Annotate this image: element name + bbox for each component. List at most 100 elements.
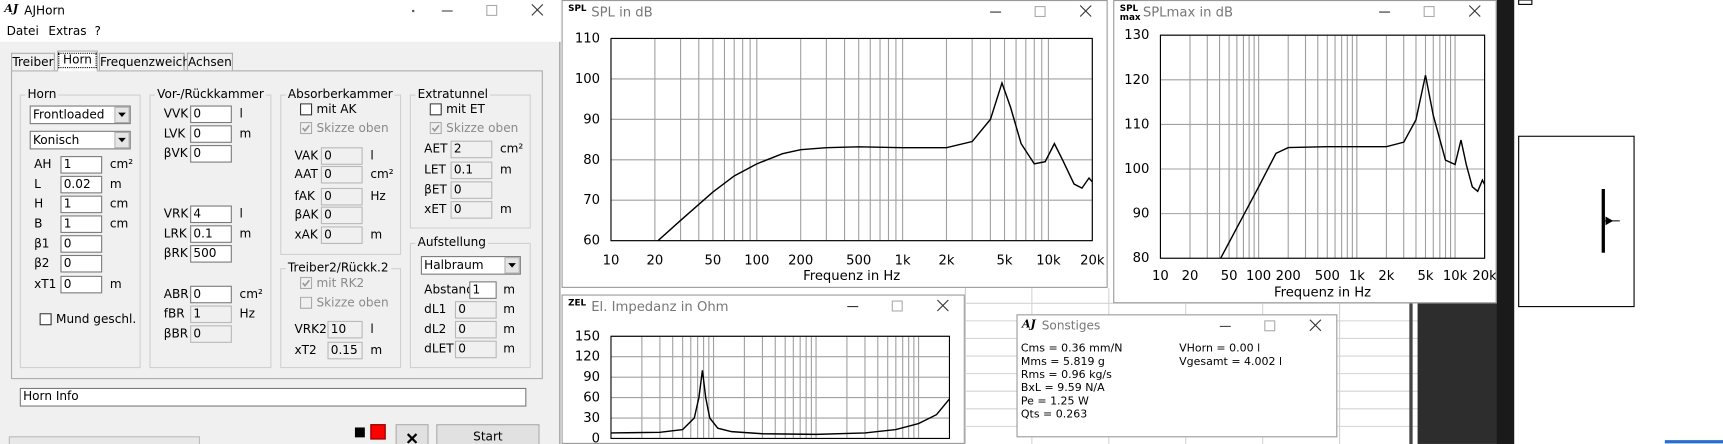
unit-label: m xyxy=(239,226,252,241)
input-field[interactable]: 1 xyxy=(469,281,497,299)
y-tick-label: 60 xyxy=(583,391,600,406)
start-button[interactable]: Start xyxy=(436,424,540,444)
tab[interactable]: Treiber xyxy=(10,52,55,71)
y-tick-label: 90 xyxy=(583,370,600,385)
group-title: Absorberkammer xyxy=(285,87,395,102)
tab[interactable]: Frequenzweiche xyxy=(98,52,198,71)
unit-label: m xyxy=(109,276,122,292)
field-label: xET xyxy=(424,202,447,217)
dropdown[interactable]: Halbraum xyxy=(420,256,521,275)
checkbox-label: Skizze oben xyxy=(316,120,389,136)
checkbox xyxy=(299,121,313,135)
window-controls[interactable] xyxy=(966,1,1109,23)
y-tick-label: 80 xyxy=(583,153,600,168)
field-label: LRK xyxy=(163,226,187,241)
curve xyxy=(657,80,1093,241)
input-field[interactable]: 1 xyxy=(60,156,103,174)
x-tick-label: 100 xyxy=(1246,269,1271,284)
x-tick-label: 2k xyxy=(1378,269,1394,284)
checkbox xyxy=(429,121,442,135)
menu-item[interactable]: Datei xyxy=(6,24,39,39)
input-field[interactable]: 4 xyxy=(190,205,232,224)
unit-label: cm² xyxy=(239,286,263,302)
x-tick-label: 200 xyxy=(1276,269,1301,284)
window-controls[interactable] xyxy=(418,0,561,22)
y-tick-label: 150 xyxy=(575,329,600,344)
x-tick-label: 20k xyxy=(1472,269,1495,284)
horn-sketch xyxy=(1518,0,1723,444)
y-tick-label: 90 xyxy=(1133,207,1150,222)
y-tick-label: 90 xyxy=(583,112,600,127)
curve xyxy=(1220,75,1485,259)
input-field[interactable]: 0.1 xyxy=(190,225,232,243)
x-tick-label: 500 xyxy=(846,253,871,268)
title-bar xyxy=(0,0,561,22)
chart: 0 30 60 90 120 150 xyxy=(575,329,950,443)
info-box: Horn Info xyxy=(19,387,527,407)
field-label: β2 xyxy=(34,256,50,271)
input-field: 0 xyxy=(320,147,363,165)
input-field[interactable]: 1 xyxy=(60,195,103,214)
checkbox-label: mit RK2 xyxy=(316,275,365,291)
input-field: 0 xyxy=(454,301,497,319)
checkbox[interactable] xyxy=(299,103,313,116)
input-field[interactable]: 0 xyxy=(60,235,103,253)
input-field[interactable]: 0 xyxy=(190,285,232,304)
y-tick-label: 100 xyxy=(575,72,600,87)
group-title: Treiber2/Rückk.2 xyxy=(285,261,391,275)
window-title: El. Impedanz in Ohm xyxy=(591,298,729,315)
window-controls[interactable] xyxy=(1355,1,1498,23)
cancel-button[interactable] xyxy=(395,424,429,444)
maximize-button xyxy=(486,4,498,16)
input-field: 0 xyxy=(320,165,363,184)
close-button xyxy=(1468,5,1481,17)
input-field: 0 xyxy=(450,201,493,219)
checkbox[interactable] xyxy=(429,103,443,116)
dropdown[interactable]: Frontloaded xyxy=(29,105,131,125)
field-label: H xyxy=(34,196,44,211)
unit-label: cm² xyxy=(499,141,524,157)
input-field[interactable]: 0 xyxy=(190,105,232,124)
x-tick-label: 1k xyxy=(1349,269,1365,284)
dropdown[interactable]: Konisch xyxy=(29,130,131,150)
title-dot xyxy=(412,9,415,13)
menu-item[interactable]: ? xyxy=(94,24,101,39)
y-tick-label: 120 xyxy=(1124,73,1149,88)
window-controls[interactable] xyxy=(1196,315,1339,337)
unit-label: m xyxy=(109,176,122,192)
field-label: xT1 xyxy=(34,276,57,292)
y-tick-label: 60 xyxy=(583,234,600,249)
info-line: Mms = 5.819 g xyxy=(1020,356,1105,369)
checkbox[interactable] xyxy=(39,313,53,326)
maximize-button xyxy=(1034,6,1046,18)
menu-item[interactable]: Extras xyxy=(48,24,87,39)
checkbox-label: Mund geschl. xyxy=(56,312,137,327)
unit-label: m xyxy=(370,342,383,358)
info-line: Rms = 0.96 kg/s xyxy=(1020,369,1112,382)
group-box xyxy=(19,94,141,369)
input-field[interactable]: 500 xyxy=(190,245,232,263)
dark-strip xyxy=(1496,0,1515,444)
window-controls[interactable] xyxy=(823,296,966,318)
window-title: SPL in dB xyxy=(591,4,653,20)
tab-label: Frequenzweiche xyxy=(99,54,198,70)
input-field[interactable]: 1 xyxy=(60,215,103,233)
color-swatch-black xyxy=(354,427,365,438)
input-field[interactable]: 0 xyxy=(60,254,103,273)
tab[interactable]: Achsen xyxy=(186,52,233,71)
input-field[interactable]: 0 xyxy=(190,125,232,143)
checkbox-box xyxy=(299,121,313,135)
dropdown-value: Halbraum xyxy=(424,258,484,273)
input-field[interactable]: 0 xyxy=(190,145,232,163)
tab[interactable]: Horn xyxy=(57,50,98,72)
y-tick-label: 130 xyxy=(1124,28,1149,43)
field-label: VVK xyxy=(163,106,189,121)
checkbox xyxy=(299,296,313,309)
field-label: dL2 xyxy=(424,321,447,337)
input-field[interactable]: 0 xyxy=(60,275,103,294)
field-label: fAK xyxy=(294,189,315,204)
field-label: xT2 xyxy=(294,342,317,358)
input-field[interactable]: 0.02 xyxy=(60,175,103,194)
input-field: 0 xyxy=(454,340,497,359)
